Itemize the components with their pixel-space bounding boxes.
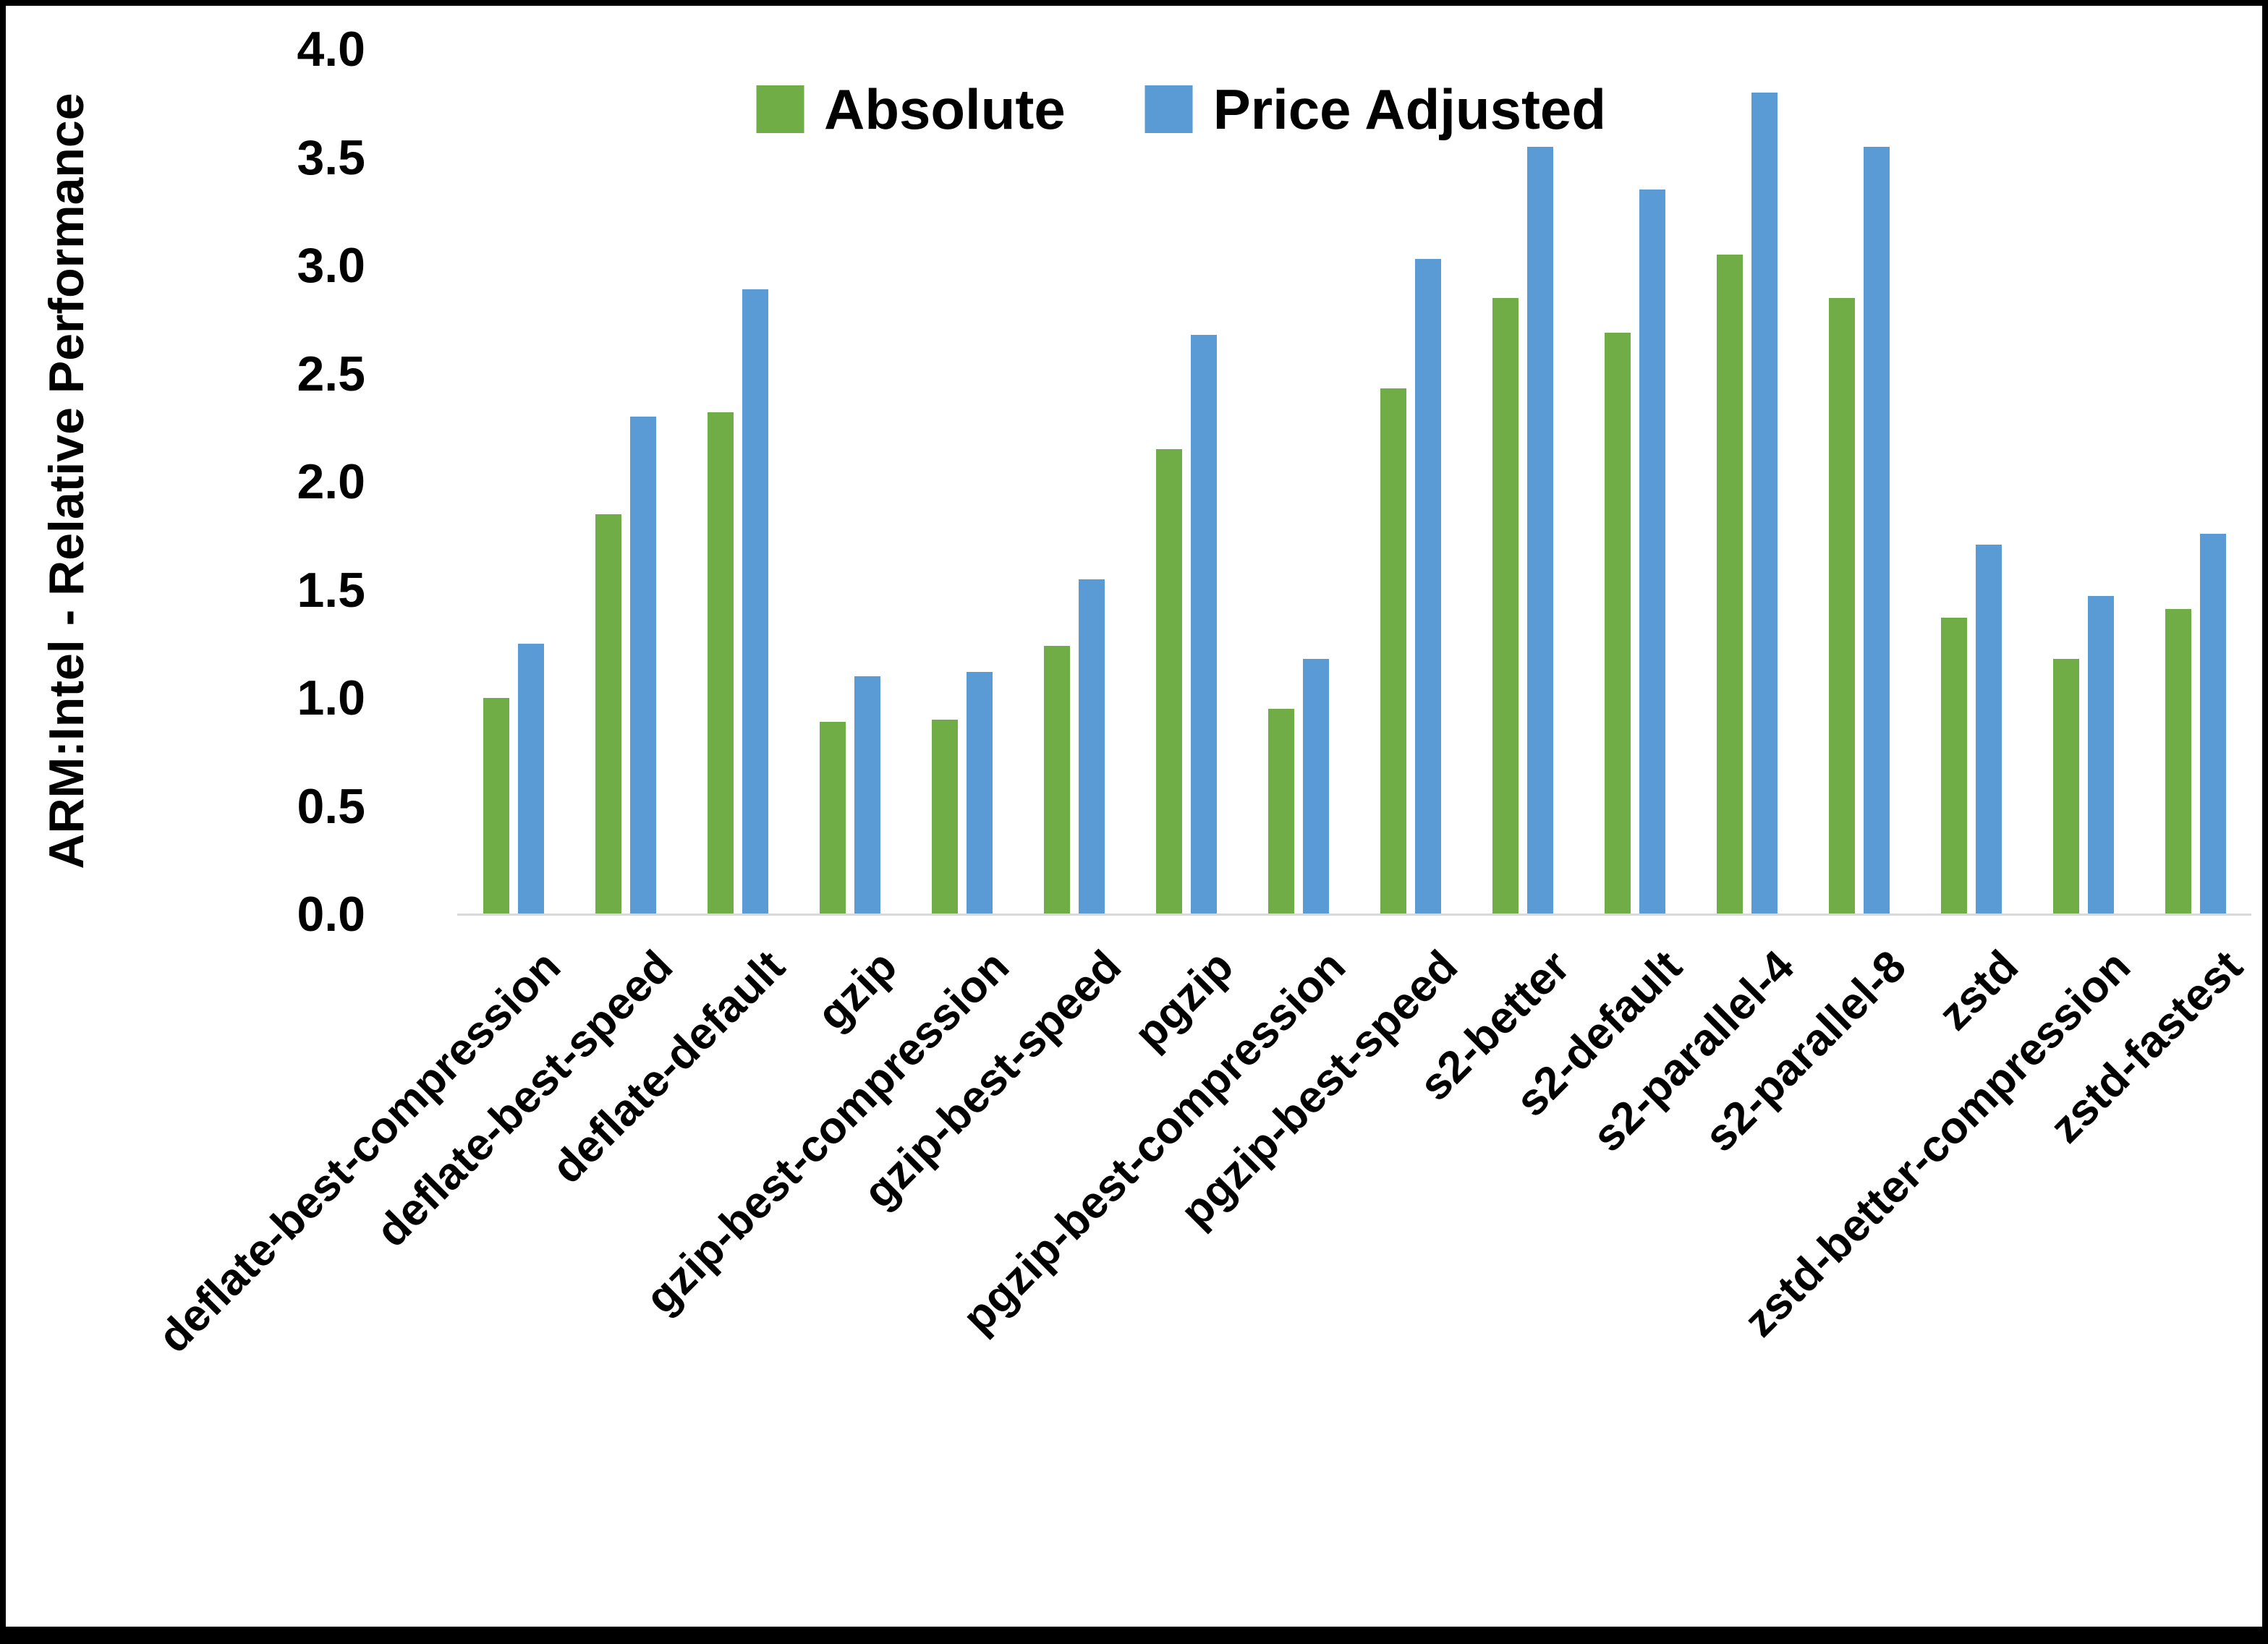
bar-deflate-best-compression-price-adjusted [517,644,544,914]
bar-group-s2-parallel-4 [1691,49,1803,914]
plot-area [457,49,2251,914]
bar-s2-better-price-adjusted [1526,146,1553,914]
y-tick-label-3.5: 3.5 [297,129,365,185]
bar-group-gzip-best-speed [1018,49,1130,914]
bar-pgzip-absolute [1155,449,1182,914]
y-tick-label-1.0: 1.0 [297,670,365,725]
y-tick-label-3.0: 3.0 [297,238,365,293]
legend-swatch-price-adjusted [1144,85,1193,133]
bar-deflate-best-compression-absolute [483,698,509,914]
bar-s2-parallel-8-price-adjusted [1863,146,1890,914]
bar-group-s2-default [1579,49,1691,914]
legend-label-absolute: Absolute [824,77,1066,141]
bar-pgzip-best-speed-absolute [1380,388,1406,914]
bar-group-s2-better [1466,49,1579,914]
y-tick-label-1.5: 1.5 [297,562,365,618]
bar-s2-parallel-8-absolute [1828,297,1855,914]
bar-gzip-best-speed-absolute [1043,646,1070,914]
bar-pgzip-best-compression-absolute [1267,708,1294,914]
bar-deflate-default-price-adjusted [742,289,768,914]
y-tick-label-4.0: 4.0 [297,22,365,77]
bar-gzip-absolute [819,721,846,914]
bar-gzip-price-adjusted [854,676,880,914]
bar-s2-parallel-4-absolute [1716,255,1743,914]
bar-deflate-best-speed-absolute [595,514,621,914]
frame-border-right [2262,0,2268,1644]
bar-s2-default-absolute [1604,332,1631,914]
bar-zstd-fastest-price-adjusted [2199,533,2226,914]
bar-s2-better-absolute [1492,297,1519,914]
bar-zstd-better-compression-absolute [2052,659,2079,914]
y-tick-label-2.5: 2.5 [297,346,365,401]
bar-group-gzip-best-compression [906,49,1018,914]
legend-item-absolute: Absolute [756,81,1066,137]
bar-zstd-fastest-absolute [2165,609,2191,914]
x-axis-line [457,913,2251,916]
bar-deflate-default-absolute [707,412,734,914]
bar-group-deflate-best-speed [569,49,681,914]
frame-border-left [0,0,6,1644]
legend: Absolute Price Adjusted [756,81,1606,137]
bar-zstd-absolute [1940,618,1967,914]
frame-border-top [0,0,2268,6]
bar-deflate-best-speed-price-adjusted [629,417,656,914]
bar-group-pgzip [1130,49,1242,914]
bar-group-s2-parallel-8 [1803,49,1915,914]
bar-pgzip-best-speed-price-adjusted [1414,259,1441,914]
y-tick-label-0.5: 0.5 [297,778,365,834]
bar-gzip-best-compression-price-adjusted [966,672,993,914]
bar-s2-default-price-adjusted [1639,189,1665,914]
bar-group-pgzip-best-compression [1242,49,1354,914]
legend-item-price-adjusted: Price Adjusted [1144,77,1606,141]
bar-group-pgzip-best-speed [1354,49,1466,914]
bar-group-zstd [1915,49,2027,914]
bar-group-zstd-better-compression [2027,49,2139,914]
y-axis-title: ARM:Intel - Relative Performance [39,93,94,869]
bar-zstd-price-adjusted [1975,544,2002,914]
bar-s2-parallel-4-price-adjusted [1751,92,1778,914]
bar-zstd-better-compression-price-adjusted [2087,596,2114,914]
bar-group-deflate-best-compression [457,49,569,914]
legend-swatch-absolute [756,85,804,133]
bar-pgzip-price-adjusted [1190,334,1217,914]
bar-group-zstd-fastest [2139,49,2251,914]
bar-gzip-best-speed-price-adjusted [1078,579,1105,914]
legend-label-price-adjusted: Price Adjusted [1212,77,1606,141]
y-tick-label-2.0: 2.0 [297,454,365,509]
frame-border-bottom [0,1627,2268,1644]
bar-group-gzip [794,49,906,914]
bar-pgzip-best-compression-price-adjusted [1302,659,1329,914]
bar-group-deflate-default [681,49,794,914]
bar-gzip-best-compression-absolute [931,719,958,914]
y-tick-label-0.0: 0.0 [297,887,365,942]
